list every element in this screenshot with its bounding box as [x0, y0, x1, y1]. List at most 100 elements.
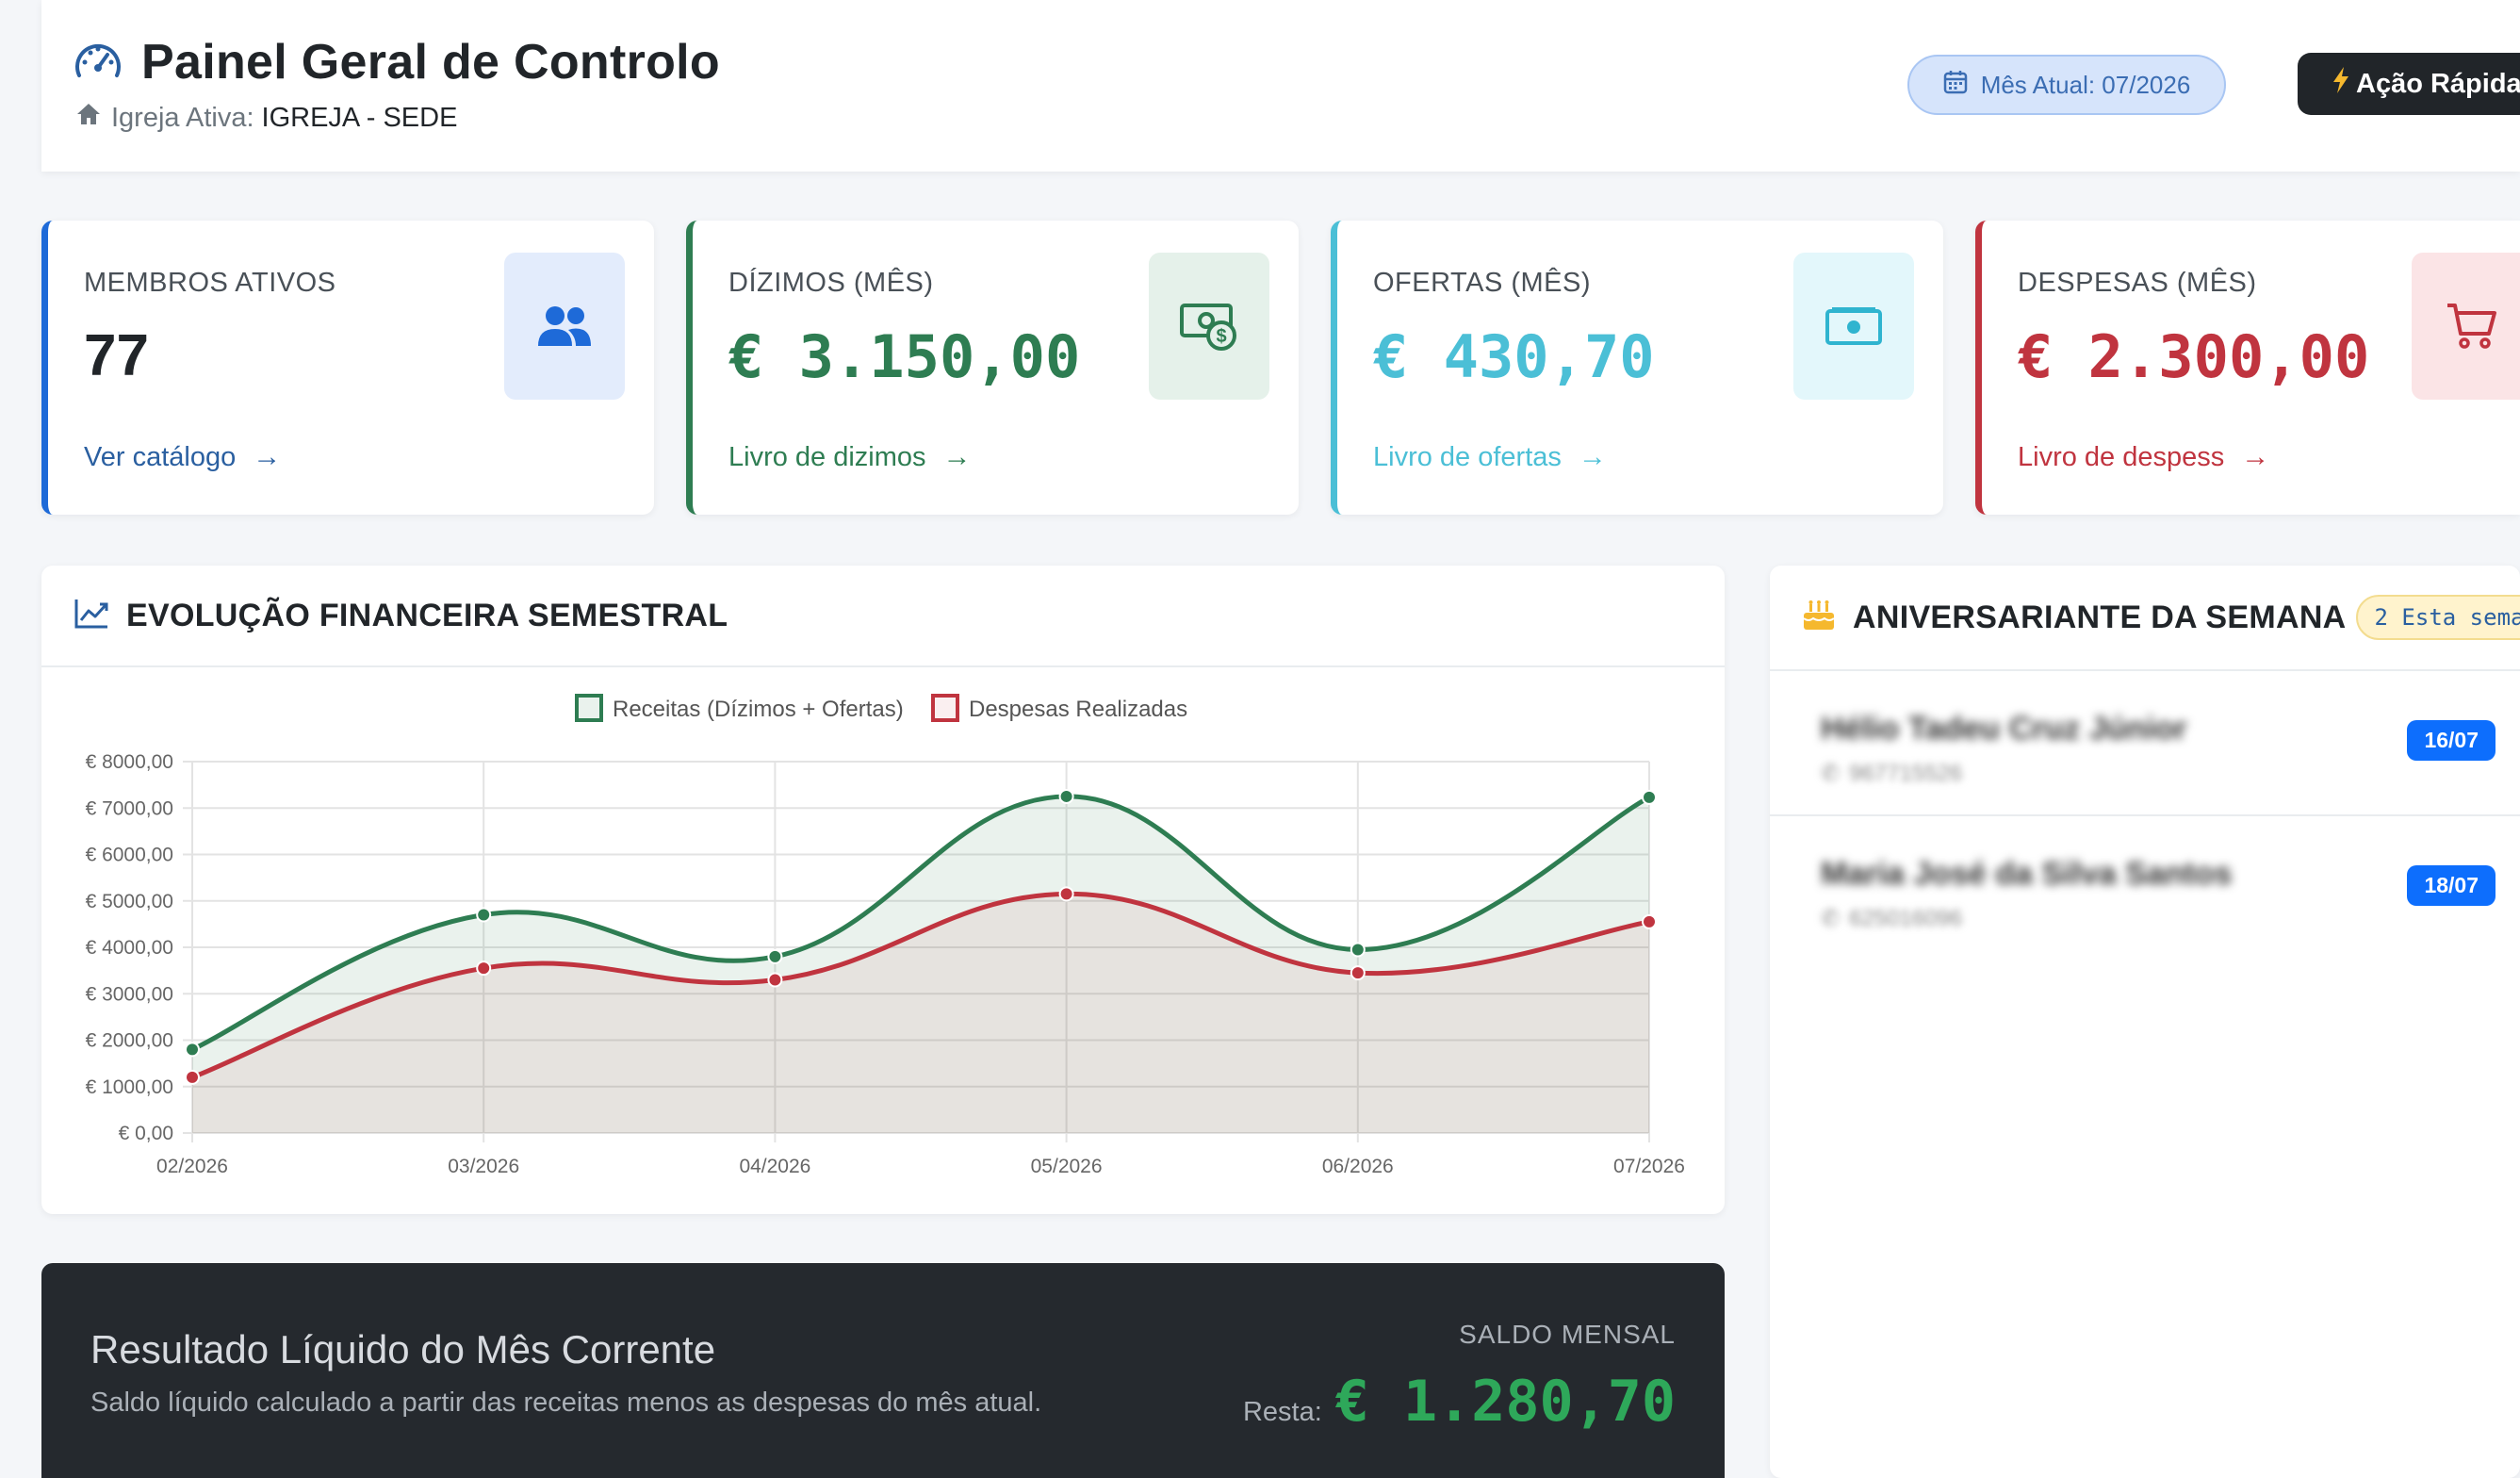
- card-link-tithes-book[interactable]: Livro de dizimos →: [728, 441, 972, 473]
- active-church-name: IGREJA - SEDE: [261, 102, 458, 133]
- card-link-offerings-book[interactable]: Livro de ofertas →: [1373, 441, 1607, 473]
- rest-label: Resta:: [1242, 1397, 1322, 1427]
- cart-icon: [2412, 253, 2520, 400]
- financial-evolution-panel: EVOLUÇÃO FINANCEIRA SEMESTRAL € 0,00 € 10…: [41, 566, 1725, 1214]
- data-point: [1642, 789, 1657, 805]
- card-tithes: DÍZIMOS (MÊS) € 3.150,00 Livro de dizimo…: [686, 221, 1299, 515]
- birthdays-count-badge: 2 Esta semana: [2355, 595, 2520, 640]
- monthly-balance: Resta: € 1.280,70: [1243, 1369, 1676, 1435]
- arrow-right-icon: →: [1578, 441, 1607, 472]
- data-point: [476, 961, 492, 977]
- current-month-text: Mês Atual: 07/2026: [1980, 70, 2191, 99]
- x-tick-label: 03/2026: [448, 1156, 519, 1177]
- result-title: Resultado Líquido do Mês Corrente: [90, 1327, 716, 1371]
- birthdays-title: ANIVERSARIANTE DA SEMANA: [1853, 599, 2347, 635]
- y-tick-label: € 0,00: [119, 1123, 173, 1144]
- card-value: € 2.300,00: [2018, 322, 2370, 391]
- monthly-balance-label: SALDO MENSAL: [1459, 1320, 1676, 1349]
- x-tick-label: 07/2026: [1613, 1156, 1685, 1177]
- current-month-pill[interactable]: Mês Atual: 07/2026: [1907, 55, 2226, 115]
- birthday-name: Maria José da Silva Santos: [1821, 856, 2233, 892]
- card-value: € 3.150,00: [728, 322, 1081, 391]
- x-tick-label: 06/2026: [1322, 1156, 1394, 1177]
- cash-icon: [1793, 253, 1914, 400]
- card-label: DESPESAS (MÊS): [2018, 268, 2257, 298]
- y-tick-label: € 8000,00: [86, 751, 173, 773]
- arrow-right-icon: →: [253, 441, 282, 472]
- card-members: MEMBROS ATIVOS 77 Ver catálogo →: [41, 221, 654, 515]
- financial-line-chart: € 0,00 € 1000,00 € 2000,00 € 3000,00 € 4000,…: [86, 694, 1685, 1177]
- y-tick-label: € 6000,00: [86, 845, 173, 866]
- page-title-group: Painel Geral de Controlo: [74, 34, 720, 90]
- card-label: MEMBROS ATIVOS: [84, 268, 336, 298]
- card-link-text: Ver catálogo: [84, 441, 237, 472]
- y-tick-label: € 5000,00: [86, 891, 173, 912]
- users-icon: [504, 253, 625, 400]
- data-point: [1642, 913, 1657, 929]
- y-tick-label: € 3000,00: [86, 983, 173, 1005]
- birthday-name: Hélio Tadeu Cruz Júnior: [1821, 711, 2187, 747]
- birthdays-panel: ANIVERSARIANTE DA SEMANA 2 Esta semana H…: [1770, 566, 2520, 1478]
- birthday-phone-text: 967715526: [1849, 760, 1963, 786]
- data-point: [1350, 942, 1366, 958]
- birthday-phone: ✆ 967715526: [1821, 760, 1962, 787]
- list-item[interactable]: Hélio Tadeu Cruz Júnior ✆ 967715526 16/0…: [1770, 671, 2520, 816]
- card-link-text: Livro de despess: [2018, 441, 2225, 472]
- card-label: OFERTAS (MÊS): [1373, 268, 1591, 298]
- cake-icon: [1802, 599, 1836, 636]
- monthly-balance-value: € 1.280,70: [1334, 1369, 1676, 1435]
- quick-action-button[interactable]: Ação Rápida ▼: [2298, 53, 2520, 115]
- page-title: Painel Geral de Controlo: [141, 35, 720, 90]
- data-point: [185, 1069, 200, 1085]
- list-item[interactable]: Maria José da Silva Santos ✆ 625016096 1…: [1770, 816, 2520, 961]
- legend-label: Despesas Realizadas: [969, 697, 1187, 722]
- arrow-right-icon: →: [2241, 441, 2270, 472]
- money-coin-icon: $: [1149, 253, 1269, 400]
- x-tick-label: 02/2026: [156, 1156, 228, 1177]
- data-point: [1058, 886, 1074, 902]
- svg-text:$: $: [1216, 326, 1226, 347]
- active-church-label: Igreja Ativa:: [111, 102, 254, 133]
- card-value: € 430,70: [1373, 322, 1655, 391]
- trend-chart-icon: [74, 598, 109, 634]
- arrow-right-icon: →: [942, 441, 972, 472]
- legend-label: Receitas (Dízimos + Ofertas): [613, 697, 904, 722]
- result-subtitle: Saldo líquido calculado a partir das rec…: [90, 1388, 1042, 1418]
- birthday-date-badge: 18/07: [2407, 865, 2495, 906]
- series-line: [191, 891, 1650, 1080]
- y-tick-label: € 4000,00: [86, 937, 173, 959]
- data-point: [476, 907, 492, 923]
- legend-swatch: [931, 694, 959, 722]
- card-link-expenses-book[interactable]: Livro de despess →: [2018, 441, 2269, 473]
- house-icon: [75, 102, 102, 134]
- calendar-icon: [1943, 70, 1981, 101]
- birthday-phone: ✆ 625016096: [1821, 905, 1962, 932]
- monthly-result-panel: Resultado Líquido do Mês Corrente Saldo …: [41, 1263, 1725, 1478]
- data-point: [767, 948, 783, 964]
- card-expenses: DESPESAS (MÊS) € 2.300,00 Livro de despe…: [1975, 221, 2520, 515]
- active-church: Igreja Ativa: IGREJA - SEDE: [75, 102, 457, 134]
- birthday-phone-text: 625016096: [1849, 905, 1963, 931]
- chart-panel-title: EVOLUÇÃO FINANCEIRA SEMESTRAL: [126, 597, 728, 633]
- card-link-text: Livro de dizimos: [728, 441, 926, 472]
- y-tick-label: € 2000,00: [86, 1030, 173, 1052]
- y-tick-label: € 7000,00: [86, 797, 173, 819]
- series-area: [192, 894, 1649, 1133]
- y-tick-label: € 1000,00: [86, 1076, 173, 1098]
- card-value: 77: [84, 323, 149, 388]
- data-point: [767, 972, 783, 988]
- chart-panel-header: EVOLUÇÃO FINANCEIRA SEMESTRAL: [41, 566, 1725, 667]
- lightning-icon: [2332, 66, 2350, 102]
- birthdays-header: ANIVERSARIANTE DA SEMANA 2 Esta semana: [1770, 566, 2520, 671]
- legend-swatch: [575, 694, 603, 722]
- series-line: [190, 794, 1651, 1052]
- x-tick-label: 04/2026: [739, 1156, 810, 1177]
- x-tick-label: 05/2026: [1031, 1156, 1103, 1177]
- data-point: [185, 1042, 200, 1058]
- phone-icon: ✆: [1821, 761, 1841, 786]
- birthday-date-badge: 16/07: [2407, 720, 2495, 761]
- card-label: DÍZIMOS (MÊS): [728, 268, 934, 298]
- card-link-text: Livro de ofertas: [1373, 441, 1562, 472]
- card-link-catalog[interactable]: Ver catálogo →: [84, 441, 281, 473]
- series-area: [192, 796, 1649, 1133]
